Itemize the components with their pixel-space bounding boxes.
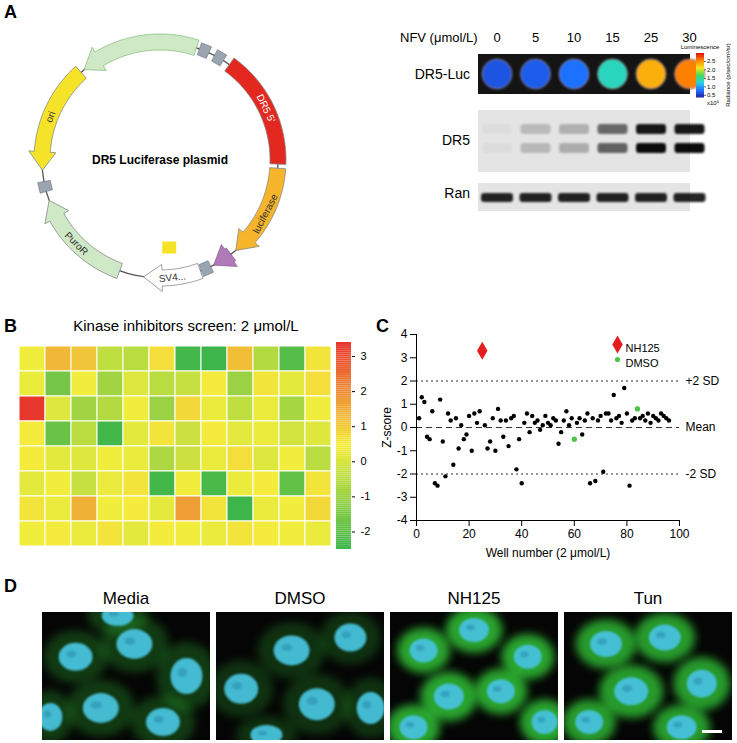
svg-text:0.5: 0.5 [707,92,716,98]
svg-text:luciferase: luciferase [251,192,280,236]
svg-text:DMSO: DMSO [275,589,326,608]
svg-text:0: 0 [413,527,420,541]
svg-text:1: 1 [401,397,408,411]
svg-text:100: 100 [669,527,689,541]
svg-text:25: 25 [644,30,658,45]
svg-text:x10⁵: x10⁵ [707,100,720,106]
svg-text:-4: -4 [397,513,408,527]
svg-text:C: C [376,316,389,336]
svg-text:1.5: 1.5 [707,75,716,81]
svg-text:60: 60 [568,527,582,541]
svg-text:+2 SD: +2 SD [686,374,720,388]
svg-text:Z-score: Z-score [380,407,394,448]
svg-text:Kinase inhibitors screen: 2 μm: Kinase inhibitors screen: 2 μmol/L [73,317,298,334]
svg-text:1: 1 [361,420,367,432]
svg-text:DR5 Luciferase plasmid: DR5 Luciferase plasmid [92,153,228,167]
svg-text:NH125: NH125 [626,342,660,354]
svg-text:15: 15 [605,30,619,45]
svg-text:-3: -3 [397,490,408,504]
svg-text:DR5: DR5 [442,132,470,148]
svg-text:Mean: Mean [686,420,716,434]
svg-text:0: 0 [493,30,500,45]
svg-text:0: 0 [401,420,408,434]
svg-text:SV4...: SV4... [158,270,186,284]
svg-text:D: D [4,576,17,596]
svg-text:3: 3 [401,351,408,365]
svg-text:-1: -1 [397,444,408,458]
svg-text:A: A [4,2,17,22]
svg-text:80: 80 [620,527,634,541]
svg-text:-2 SD: -2 SD [686,467,717,481]
svg-text:Ran: Ran [444,185,470,201]
svg-text:B: B [4,316,17,336]
svg-text:Tun: Tun [634,589,663,608]
svg-text:DR5 5': DR5 5' [254,92,277,124]
svg-text:NFV (μmol/L): NFV (μmol/L) [400,30,478,45]
svg-text:2: 2 [401,374,408,388]
svg-text:Media: Media [103,589,150,608]
svg-text:1.0: 1.0 [707,84,716,90]
svg-text:20: 20 [462,527,476,541]
svg-text:ori: ori [43,110,57,124]
svg-text:PuroR: PuroR [63,230,91,258]
svg-text:Well number (2 μmol/L): Well number (2 μmol/L) [486,546,611,560]
svg-text:Radiance (p/sec/cm²/sr): Radiance (p/sec/cm²/sr) [725,43,731,107]
svg-text:-1: -1 [361,490,371,502]
svg-text:DMSO: DMSO [626,357,659,369]
svg-text:-2: -2 [361,525,371,537]
svg-text:-2: -2 [397,467,408,481]
svg-text:Luminescence: Luminescence [681,44,720,50]
svg-text:40: 40 [515,527,529,541]
svg-text:3: 3 [361,350,367,362]
svg-text:4: 4 [401,327,408,341]
svg-text:NH125: NH125 [448,589,501,608]
svg-text:2: 2 [361,385,367,397]
svg-text:0: 0 [361,455,367,467]
svg-text:2.5: 2.5 [707,58,716,64]
svg-text:2.0: 2.0 [707,67,716,73]
svg-text:30: 30 [682,30,696,45]
svg-text:10: 10 [567,30,581,45]
svg-text:5: 5 [532,30,539,45]
svg-text:DR5-Luc: DR5-Luc [415,66,470,82]
